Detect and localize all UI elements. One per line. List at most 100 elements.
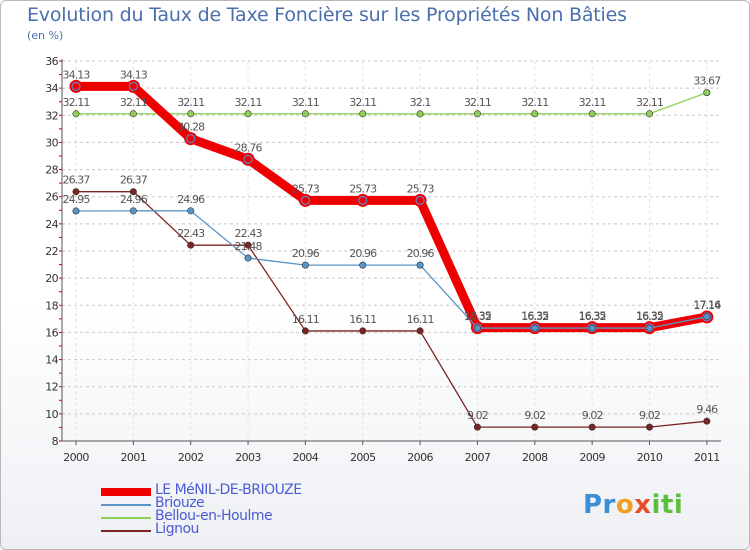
series-layer	[69, 79, 714, 431]
point-briouze-2005	[359, 261, 367, 269]
point-lignou-2007	[473, 423, 481, 431]
y-unit-label: (en %)	[27, 29, 64, 42]
y-tick-label-36: 36	[45, 55, 58, 68]
point-ring-menil-2004	[300, 195, 310, 205]
point-lignou-2006	[416, 327, 424, 335]
data-label-lignou-2003: 22.43	[235, 227, 263, 240]
series-line-bellou	[75, 91, 708, 115]
data-label-bellou-2005: 32.11	[349, 96, 376, 109]
point-ring-menil-2002	[186, 134, 196, 144]
point-lignou-2009	[588, 423, 596, 431]
axes: 8 10 12 14 16 18 20 22 24 26 28 30 32 34 36 2000 2001 200…	[45, 55, 721, 464]
legend-swatch-lignou	[101, 530, 151, 532]
data-label-bellou-2010: 32.11	[636, 96, 663, 109]
x-tick-label-2009: 2009	[579, 451, 605, 464]
data-label-briouze-2003: 21.48	[235, 240, 263, 253]
data-label-lignou-2010: 9.02	[639, 409, 660, 422]
data-label-lignou-2009: 9.02	[582, 409, 603, 422]
data-label-menil-2004: 25.73	[292, 182, 320, 195]
data-label-bellou-2000: 32.11	[63, 96, 90, 109]
x-tick-label-2003: 2003	[235, 451, 261, 464]
x-tick-label-2002: 2002	[178, 451, 204, 464]
data-label-bellou-2006: 32.1	[410, 96, 431, 109]
point-ring-menil-2005	[358, 195, 368, 205]
x-tick-label-2010: 2010	[637, 451, 663, 464]
legend: LE MéNIL-DE-BRIOUZE Briouze Bellou-en-Ho…	[101, 482, 361, 537]
point-briouze-2002	[187, 207, 195, 215]
data-label-bellou-2003: 32.11	[235, 96, 262, 109]
point-lignou-2003	[244, 241, 252, 249]
legend-item-lignou[interactable]: Lignou	[101, 521, 361, 537]
point-lignou-2004	[301, 327, 309, 335]
legend-item-briouze[interactable]: Briouze	[101, 495, 361, 511]
x-tick-label-2000: 2000	[63, 451, 89, 464]
point-bellou-2002	[187, 110, 195, 118]
y-tick-label-18: 18	[45, 299, 58, 312]
y-tick-label-10: 10	[45, 408, 58, 421]
point-lignou-2001	[129, 188, 137, 196]
y-tick-label-14: 14	[45, 354, 58, 367]
data-label-briouze-2001: 24.96	[120, 193, 148, 206]
data-label-menil-2010: 16.35	[636, 310, 664, 323]
grid	[62, 60, 721, 442]
y-tick-label-26: 26	[45, 191, 58, 204]
data-label-briouze-2005: 20.96	[349, 247, 377, 260]
y-tick-label-24: 24	[45, 218, 58, 231]
point-briouze-2009	[588, 324, 596, 332]
legend-swatch-bellou	[101, 517, 151, 519]
data-label-menil-2000: 34.13	[63, 68, 91, 81]
point-briouze-2004	[301, 261, 309, 269]
legend-item-menil[interactable]: LE MéNIL-DE-BRIOUZE	[101, 482, 361, 498]
data-label-lignou-2000: 26.37	[63, 174, 91, 187]
data-label-bellou-2007: 32.11	[464, 96, 491, 109]
point-lignou-2005	[359, 327, 367, 335]
x-tick-label-2004: 2004	[293, 451, 319, 464]
point-bellou-2009	[588, 110, 596, 118]
point-lignou-2011	[703, 417, 711, 425]
data-label-briouze-2004: 20.96	[292, 247, 320, 260]
x-tick-label-2011: 2011	[694, 451, 720, 464]
data-label-bellou-2008: 32.11	[521, 96, 548, 109]
y-tick-label-8: 8	[52, 435, 59, 448]
data-label-bellou-2009: 32.11	[579, 96, 606, 109]
point-briouze-2001	[129, 207, 137, 215]
data-label-lignou-2002: 22.43	[177, 227, 205, 240]
x-tick-label-2007: 2007	[465, 451, 491, 464]
point-lignou-2008	[531, 423, 539, 431]
legend-item-bellou[interactable]: Bellou-en-Houlme	[101, 508, 361, 524]
y-tick-label-34: 34	[45, 82, 58, 95]
data-label-briouze-2006: 20.96	[407, 247, 435, 260]
data-label-menil-2001: 34.13	[120, 68, 148, 81]
point-briouze-2007	[473, 324, 481, 332]
point-briouze-2010	[645, 324, 653, 332]
data-label-menil-2005: 25.73	[349, 182, 377, 195]
point-bellou-2001	[129, 110, 137, 118]
legend-label-bellou: Bellou-en-Houlme	[155, 508, 273, 524]
point-bellou-2011	[703, 89, 711, 97]
x-tick-label-2001: 2001	[121, 451, 147, 464]
data-label-briouze-2011: 17.16	[693, 299, 721, 312]
data-label-bellou-2002: 32.11	[177, 96, 204, 109]
x-tick-label-2005: 2005	[350, 451, 376, 464]
point-lignou-2002	[187, 241, 195, 249]
data-label-briouze-2010: 16.32	[636, 310, 663, 323]
y-tick-label-22: 22	[45, 245, 58, 258]
data-label-menil-2008: 16.35	[521, 310, 549, 323]
series-line-lignou	[75, 191, 708, 428]
point-bellou-2003	[244, 110, 252, 118]
series-line-briouze	[75, 210, 708, 329]
point-lignou-2000	[72, 188, 80, 196]
point-lignou-2010	[645, 423, 653, 431]
point-bellou-2007	[473, 110, 481, 118]
point-bellou-2008	[531, 110, 539, 118]
data-label-menil-2009: 16.35	[579, 310, 607, 323]
legend-label-menil: LE MéNIL-DE-BRIOUZE	[155, 482, 302, 498]
data-label-menil-2003: 28.76	[235, 141, 263, 154]
data-label-lignou-2008: 9.02	[524, 409, 545, 422]
data-label-briouze-2007: 16.32	[464, 310, 491, 323]
legend-label-briouze: Briouze	[155, 495, 205, 511]
point-bellou-2005	[359, 110, 367, 118]
legend-swatch-briouze	[101, 504, 151, 506]
y-tick-label-16: 16	[45, 326, 58, 339]
proxiti-logo: Proxiti	[583, 490, 684, 520]
